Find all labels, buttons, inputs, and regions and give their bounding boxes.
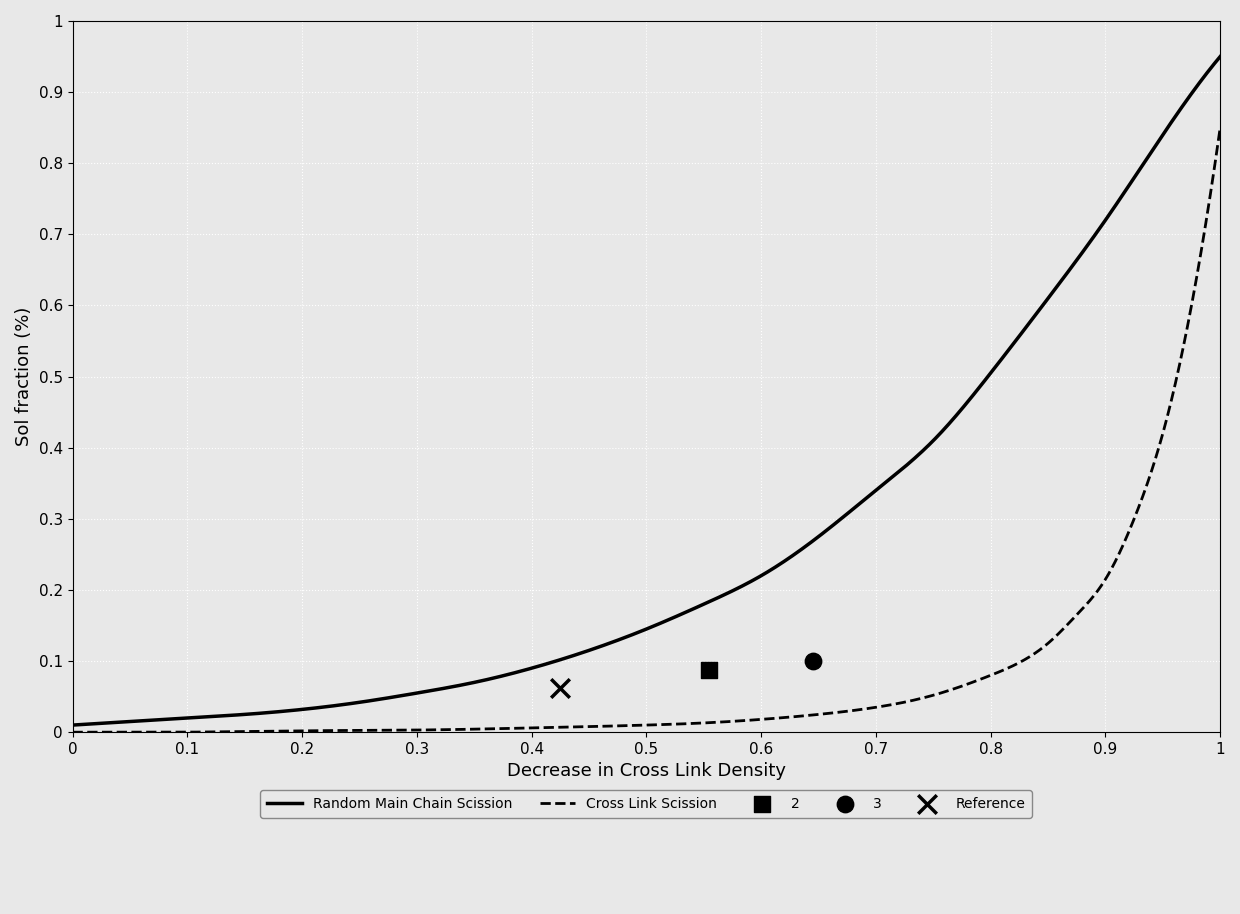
Random Main Chain Scission	[1213, 51, 1228, 62]
Random Main Chain Scission	[1179, 94, 1194, 105]
Cross Link Scission	[593, 721, 608, 732]
Cross Link Scission	[624, 720, 639, 731]
Reference	[551, 681, 570, 696]
2	[699, 663, 719, 677]
Line: Random Main Chain Scission: Random Main Chain Scission	[72, 57, 1220, 725]
Random Main Chain Scission	[1179, 95, 1194, 106]
Y-axis label: Sol fraction (%): Sol fraction (%)	[15, 307, 33, 446]
Cross Link Scission	[1213, 122, 1228, 133]
Random Main Chain Scission	[593, 641, 608, 652]
X-axis label: Decrease in Cross Link Density: Decrease in Cross Link Density	[507, 762, 786, 781]
Random Main Chain Scission	[624, 630, 639, 641]
Cross Link Scission	[64, 727, 79, 738]
Random Main Chain Scission	[968, 386, 983, 397]
Line: Cross Link Scission: Cross Link Scission	[72, 128, 1220, 732]
Cross Link Scission	[1179, 326, 1194, 337]
Random Main Chain Scission	[124, 716, 139, 727]
Cross Link Scission	[1179, 324, 1194, 335]
Cross Link Scission	[124, 727, 139, 738]
Legend: Random Main Chain Scission, Cross Link Scission, 2, 3, Reference: Random Main Chain Scission, Cross Link S…	[260, 790, 1032, 818]
Random Main Chain Scission	[64, 719, 79, 730]
3	[802, 654, 822, 668]
Cross Link Scission	[968, 675, 983, 686]
